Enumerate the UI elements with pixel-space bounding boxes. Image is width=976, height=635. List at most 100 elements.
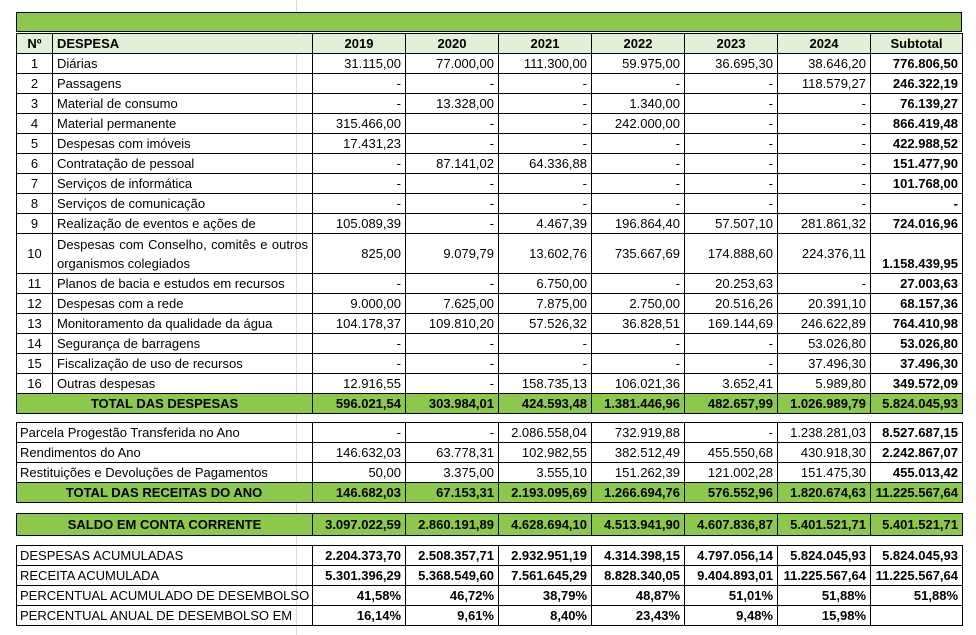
row-number: 16 [16,373,53,394]
year-value: 151.475,30 [777,462,871,483]
despesa-row: 1 Diárias 31.115,00 77.000,00 111.300,00 59.9… [16,53,963,74]
year-value: 2.086.558,04 [498,422,592,443]
despesa-label: Realização de eventos e ações de [52,213,313,234]
year-value: 151.262,39 [591,462,685,483]
year-value: 7.561.645,29 [498,565,592,586]
subtotal-value [870,605,963,626]
row-number: 4 [16,113,53,134]
year-value: 242.000,00 [591,113,685,134]
year-value: 11.225.567,64 [777,565,871,586]
year-total: 596.021,54 [312,393,406,414]
saldo-value: 4.513.941,90 [591,513,685,536]
year-value: - [405,373,499,394]
year-value: 315.466,00 [312,113,406,134]
total-receitas-label: TOTAL DAS RECEITAS DO ANO [16,482,313,503]
year-value: 9.000,00 [312,293,406,314]
year-value: - [684,422,778,443]
subtotal-value: 724.016,96 [870,213,963,234]
year-value: - [684,193,778,214]
year-value: - [591,273,685,294]
despesa-label: Despesas com Conselho, comitês e outros … [52,233,313,274]
year-value: 87.141,02 [405,153,499,174]
year-value: 455.550,68 [684,442,778,463]
year-value: - [312,73,406,94]
saldo-value: 3.097.022,59 [312,513,406,536]
year-value: - [591,73,685,94]
subtotal-value: 37.496,30 [870,353,963,374]
year-value: 735.667,69 [591,233,685,274]
year-value: - [777,93,871,114]
year-value: 37.496,30 [777,353,871,374]
year-value: - [405,273,499,294]
row-number: 11 [16,273,53,294]
subtotal-value: 11.225.567,64 [870,565,963,586]
saldo-value: 4.607.836,87 [684,513,778,536]
year-total: 576.552,96 [684,482,778,503]
subtotal-value: 68.157,36 [870,293,963,314]
year-value: - [591,153,685,174]
year-total: 146.682,03 [312,482,406,503]
subtotal-value: 27.003,63 [870,273,963,294]
despesa-label: Serviços de informática [52,173,313,194]
year-value: - [591,173,685,194]
row-number: 6 [16,153,53,174]
subtotal-value: 53.026,80 [870,333,963,354]
year-value: 77.000,00 [405,53,499,74]
saldo-row: SALDO EM CONTA CORRENTE 3.097.022,59 2.860… [16,513,963,536]
row-number: 13 [16,313,53,334]
despesa-row: 8 Serviços de comunicação - - - - - - - [16,193,963,214]
year-value: - [312,422,406,443]
acumulado-row: PERCENTUAL ANUAL DE DESEMBOLSO EM 16,14% 9… [16,605,963,626]
despesa-label: Despesas com a rede [52,293,313,314]
year-value: - [405,113,499,134]
year-value: - [498,93,592,114]
saldo-value: 2.860.191,89 [405,513,499,536]
despesas-table: Nº DESPESA 2019 2020 2021 2022 2023 2024… [16,33,963,414]
saldo-value: 4.628.694,10 [498,513,592,536]
year-value: 2.204.373,70 [312,545,406,566]
year-value: - [312,153,406,174]
despesa-label: Material de consumo [52,93,313,114]
year-value: 196.864,40 [591,213,685,234]
year-value: 4.467,39 [498,213,592,234]
header-despesa: DESPESA [52,33,313,54]
year-value: 118.579,27 [777,73,871,94]
header-year: 2021 [498,33,592,54]
subtotal-value: 76.139,27 [870,93,963,114]
subtotal-value: 246.322,19 [870,73,963,94]
subtotal-value: 51,88% [870,585,963,606]
total-despesas-row: TOTAL DAS DESPESAS 596.021,54 303.984,01 42… [16,393,963,414]
year-value: - [405,193,499,214]
subtotal-value: 8.527.687,15 [870,422,963,443]
year-value: 5.989,80 [777,373,871,394]
receita-row: Rendimentos do Ano 146.632,03 63.778,31 102… [16,442,963,463]
acumulado-row: PERCENTUAL ACUMULADO DE DESEMBOLSO 41,58%… [16,585,963,606]
year-value: 8,40% [498,605,592,626]
year-value: - [498,193,592,214]
despesa-label: Material permanente [52,113,313,134]
year-value: 41,58% [312,585,406,606]
subtotal-value: 5.824.045,93 [870,545,963,566]
despesa-label: Outras despesas [52,373,313,394]
total-receitas-row: TOTAL DAS RECEITAS DO ANO 146.682,03 67.15… [16,482,963,503]
year-value: 2.932.951,19 [498,545,592,566]
year-value: - [498,73,592,94]
year-value: - [312,353,406,374]
year-value: - [777,273,871,294]
receita-label: Restituições e Devoluções de Pagamentos [16,462,313,483]
subtotal-value: 866.419,48 [870,113,963,134]
acumulados-table: DESPESAS ACUMULADAS 2.204.373,70 2.508.357… [16,545,963,626]
despesa-label: Segurança de barragens [52,333,313,354]
year-value: 5.824.045,93 [777,545,871,566]
year-value: 4.314.398,15 [591,545,685,566]
year-value: 31.115,00 [312,53,406,74]
year-value: - [684,173,778,194]
year-value: 9,48% [684,605,778,626]
year-value: 169.144,69 [684,313,778,334]
year-value: 23,43% [591,605,685,626]
year-value: 59.975,00 [591,53,685,74]
row-number: 8 [16,193,53,214]
acumulado-label: DESPESAS ACUMULADAS [16,545,313,566]
row-number: 5 [16,133,53,154]
despesa-row: 5 Despesas com imóveis 17.431,23- - - - -422.9… [16,133,963,154]
